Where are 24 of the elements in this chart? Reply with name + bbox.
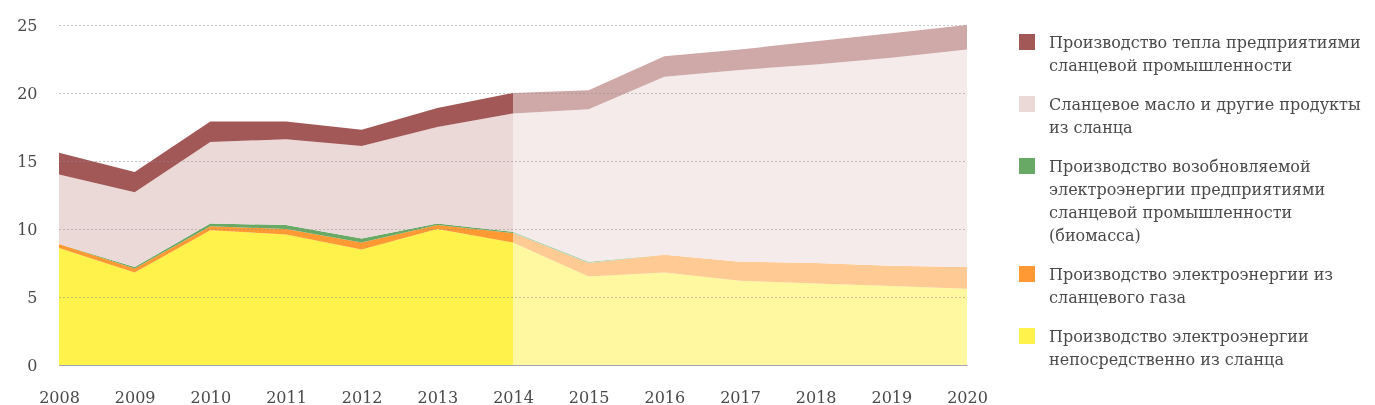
x-tick-label: 2016	[644, 387, 686, 405]
x-tick-label: 2020	[947, 387, 988, 405]
legend-label: Производство возобновляемой электроэнергии предприятиями сланцевой промышленности (биомасса)	[1049, 157, 1326, 245]
legend-label: Производство электроэнергии из сланцевого газа	[1049, 265, 1334, 307]
y-tick-label: 25	[17, 15, 38, 35]
x-tick-label: 2014	[493, 387, 534, 405]
x-tick-label: 2011	[266, 387, 307, 405]
y-tick-label: 20	[17, 83, 38, 103]
x-tick-label: 2017	[720, 387, 761, 405]
x-tick-label: 2019	[871, 387, 913, 405]
y-tick-label: 10	[17, 219, 38, 239]
legend-label: Сланцевое масло и другие продукты из сланца	[1049, 95, 1361, 137]
y-tick-label: 0	[27, 355, 38, 375]
y-tick-label: 5	[27, 287, 38, 307]
y-tick-label: 15	[17, 151, 38, 171]
x-tick-label: 2013	[417, 387, 459, 405]
x-tick-label: 2008	[39, 387, 80, 405]
x-tick-label: 2010	[190, 387, 232, 405]
legend-label: Производство тепла предприятиями сланцевой промышленности	[1049, 33, 1361, 75]
x-tick-label: 2012	[341, 387, 383, 405]
x-tick-label: 2009	[114, 387, 156, 405]
legend-label: Производство электроэнергии непосредственно из сланца	[1049, 327, 1309, 369]
x-tick-label: 2015	[568, 387, 610, 405]
x-tick-label: 2018	[795, 387, 837, 405]
